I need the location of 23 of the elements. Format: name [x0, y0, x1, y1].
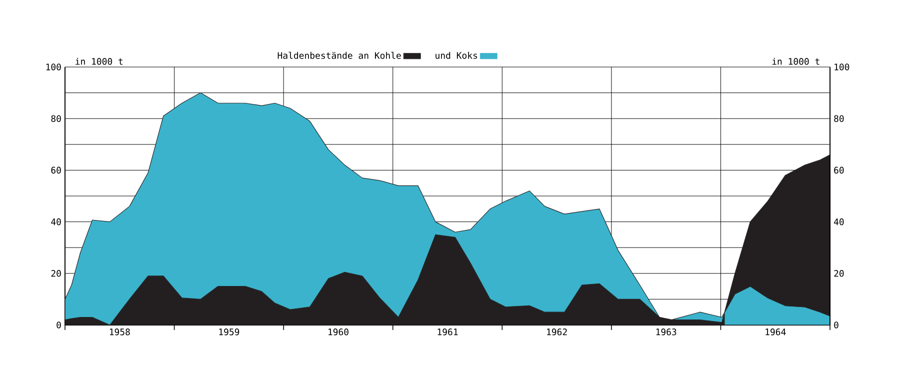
x-tick-label: 1959	[219, 328, 240, 336]
legend-label: Haldenbestände an Kohle	[278, 52, 401, 59]
y-tick-label: 60	[51, 166, 61, 174]
y-tick-label: 20	[51, 270, 61, 277]
x-tick-label: 1964	[766, 328, 786, 336]
x-tick-label: 1963	[656, 328, 676, 336]
x-tick-label: 1958	[110, 328, 130, 336]
y2-tick-label: 100	[834, 64, 850, 70]
x-tick-label: 1962	[547, 328, 567, 336]
y2-tick-label: 0	[834, 322, 838, 328]
y2-tick-label: 60	[834, 166, 844, 174]
y2-tick-label: 20	[834, 270, 844, 277]
y2-tick-label: 40	[834, 218, 844, 226]
x-tick-label: 1961	[438, 328, 458, 336]
y-tick-label: 100	[46, 64, 61, 70]
x-tick-label: 1960	[328, 328, 348, 336]
y2-tick-label: 80	[834, 115, 844, 122]
y2-axis-title: in 1000 t	[772, 58, 820, 65]
y-tick-label: 40	[51, 218, 61, 226]
y-axis-title: in 1000 t	[76, 58, 123, 65]
legend-label: und Koks	[436, 52, 478, 59]
y-tick-label: 0	[56, 322, 61, 328]
y-tick-label: 80	[51, 115, 61, 122]
